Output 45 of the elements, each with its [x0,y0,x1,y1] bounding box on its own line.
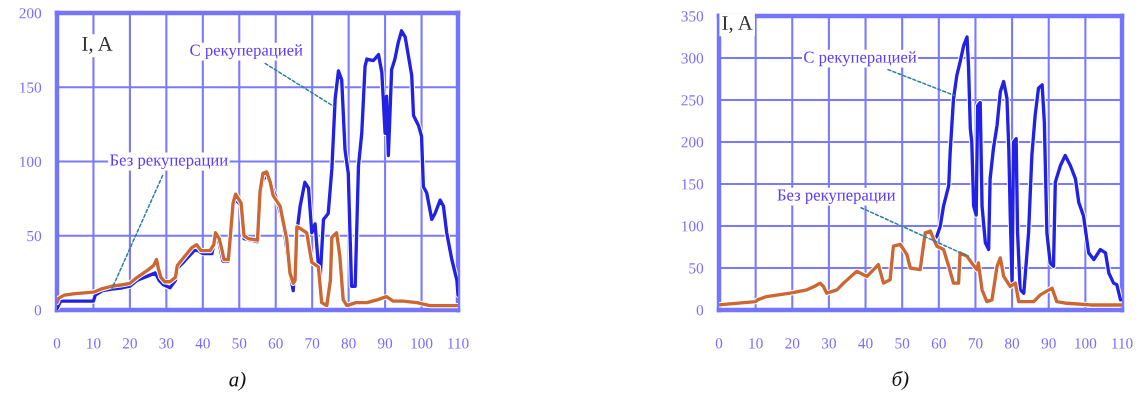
x-tick-label: 40 [858,338,873,349]
x-tick-label: 20 [785,338,800,349]
x-tick-label: 110 [1112,338,1133,349]
x-tick-label: 70 [305,338,320,349]
x-tick-label: 90 [377,338,393,349]
x-tick-label: 90 [1041,338,1056,349]
y-tick-label: 350 [681,11,704,22]
y-tick-label: 100 [20,156,42,167]
x-tick-label: 60 [931,338,946,349]
x-tick-label: 40 [195,338,210,349]
x-tick-label: 80 [341,338,356,349]
x-tick-label: 50 [232,338,247,349]
x-tick-label: 100 [1075,338,1097,349]
annotation: С рекуперацией [804,51,917,67]
y-tick-label: 100 [682,221,704,232]
y-tick-label: 300 [681,53,704,64]
annotation: С рекуперацией [190,44,303,60]
text: б) [892,370,909,391]
x-tick-label: 80 [1005,338,1020,349]
y-axis-title: I, A [82,36,113,54]
text: а) [229,371,246,391]
y-axis-title: I, A [722,16,753,34]
y-tick-label: 0 [696,305,704,316]
y-tick-label: 50 [27,230,42,242]
x-tick-label: 30 [159,338,174,349]
y-tick-label: 200 [19,8,42,19]
x-tick-label: 60 [268,338,283,349]
y-tick-label: 250 [681,95,704,106]
x-tick-label: 110 [448,338,469,349]
y-tick-label: 150 [682,179,704,190]
x-tick-label: 0 [53,338,61,349]
x-tick-label: 100 [411,338,433,349]
y-tick-label: 50 [689,263,704,274]
x-tick-label: 30 [822,338,836,349]
y-tick-label: 200 [681,137,704,148]
y-tick-label: 0 [34,305,42,316]
y-tick-label: 150 [20,82,42,93]
annotation: Без рекуперации [777,189,896,205]
annotation: Без рекуперации [110,154,228,170]
x-tick-label: 10 [87,338,101,349]
x-tick-label: 20 [122,338,137,349]
x-tick-label: 70 [968,338,983,349]
x-tick-label: 10 [749,338,763,349]
x-tick-label: 50 [895,338,910,349]
x-tick-label: 0 [715,338,723,349]
